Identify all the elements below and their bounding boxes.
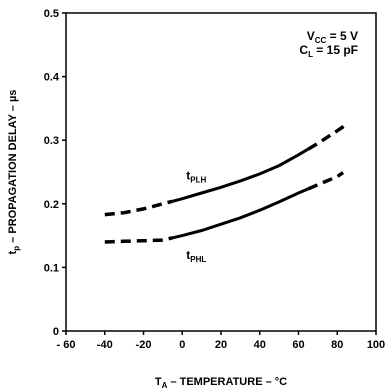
y-tick-label: 0.1 <box>44 262 59 274</box>
x-tick-label: 0 <box>179 339 185 351</box>
plot-frame <box>65 12 377 332</box>
x-tick-label: 60 <box>292 339 304 351</box>
condition-annotation: VCC = 5 V <box>307 29 358 45</box>
series-line <box>172 147 309 203</box>
x-tick-label: 80 <box>331 339 343 351</box>
series-line-dashed <box>104 199 174 217</box>
y-tick-label: 0.4 <box>44 72 60 84</box>
x-tick-label: 100 <box>367 339 385 351</box>
condition-annotation: CL = 15 pF <box>299 43 358 59</box>
x-tick-label: -20 <box>136 339 152 351</box>
y-tick-label: 0.2 <box>44 199 59 211</box>
series-line-dashed <box>307 122 348 151</box>
x-tick-label: 40 <box>254 339 266 351</box>
y-tick-label: 0 <box>53 326 59 338</box>
y-tick-label: 0.3 <box>44 135 59 147</box>
y-tick-label: 0.5 <box>44 8 59 20</box>
series-line-dashed <box>104 236 174 244</box>
series-line-dashed <box>307 171 345 191</box>
series-label-tphl: tPHL <box>186 248 206 264</box>
x-tick-label: - 60 <box>57 339 76 351</box>
y-axis-label: tp – PROPAGATION DELAY – µs <box>7 90 21 255</box>
x-axis-label: TA – TEMPERATURE – °C <box>155 376 287 390</box>
x-tick-label: 20 <box>215 339 227 351</box>
series-line <box>172 187 309 240</box>
x-tick-label: -40 <box>97 339 113 351</box>
series-label-tplh: tPLH <box>186 169 206 185</box>
